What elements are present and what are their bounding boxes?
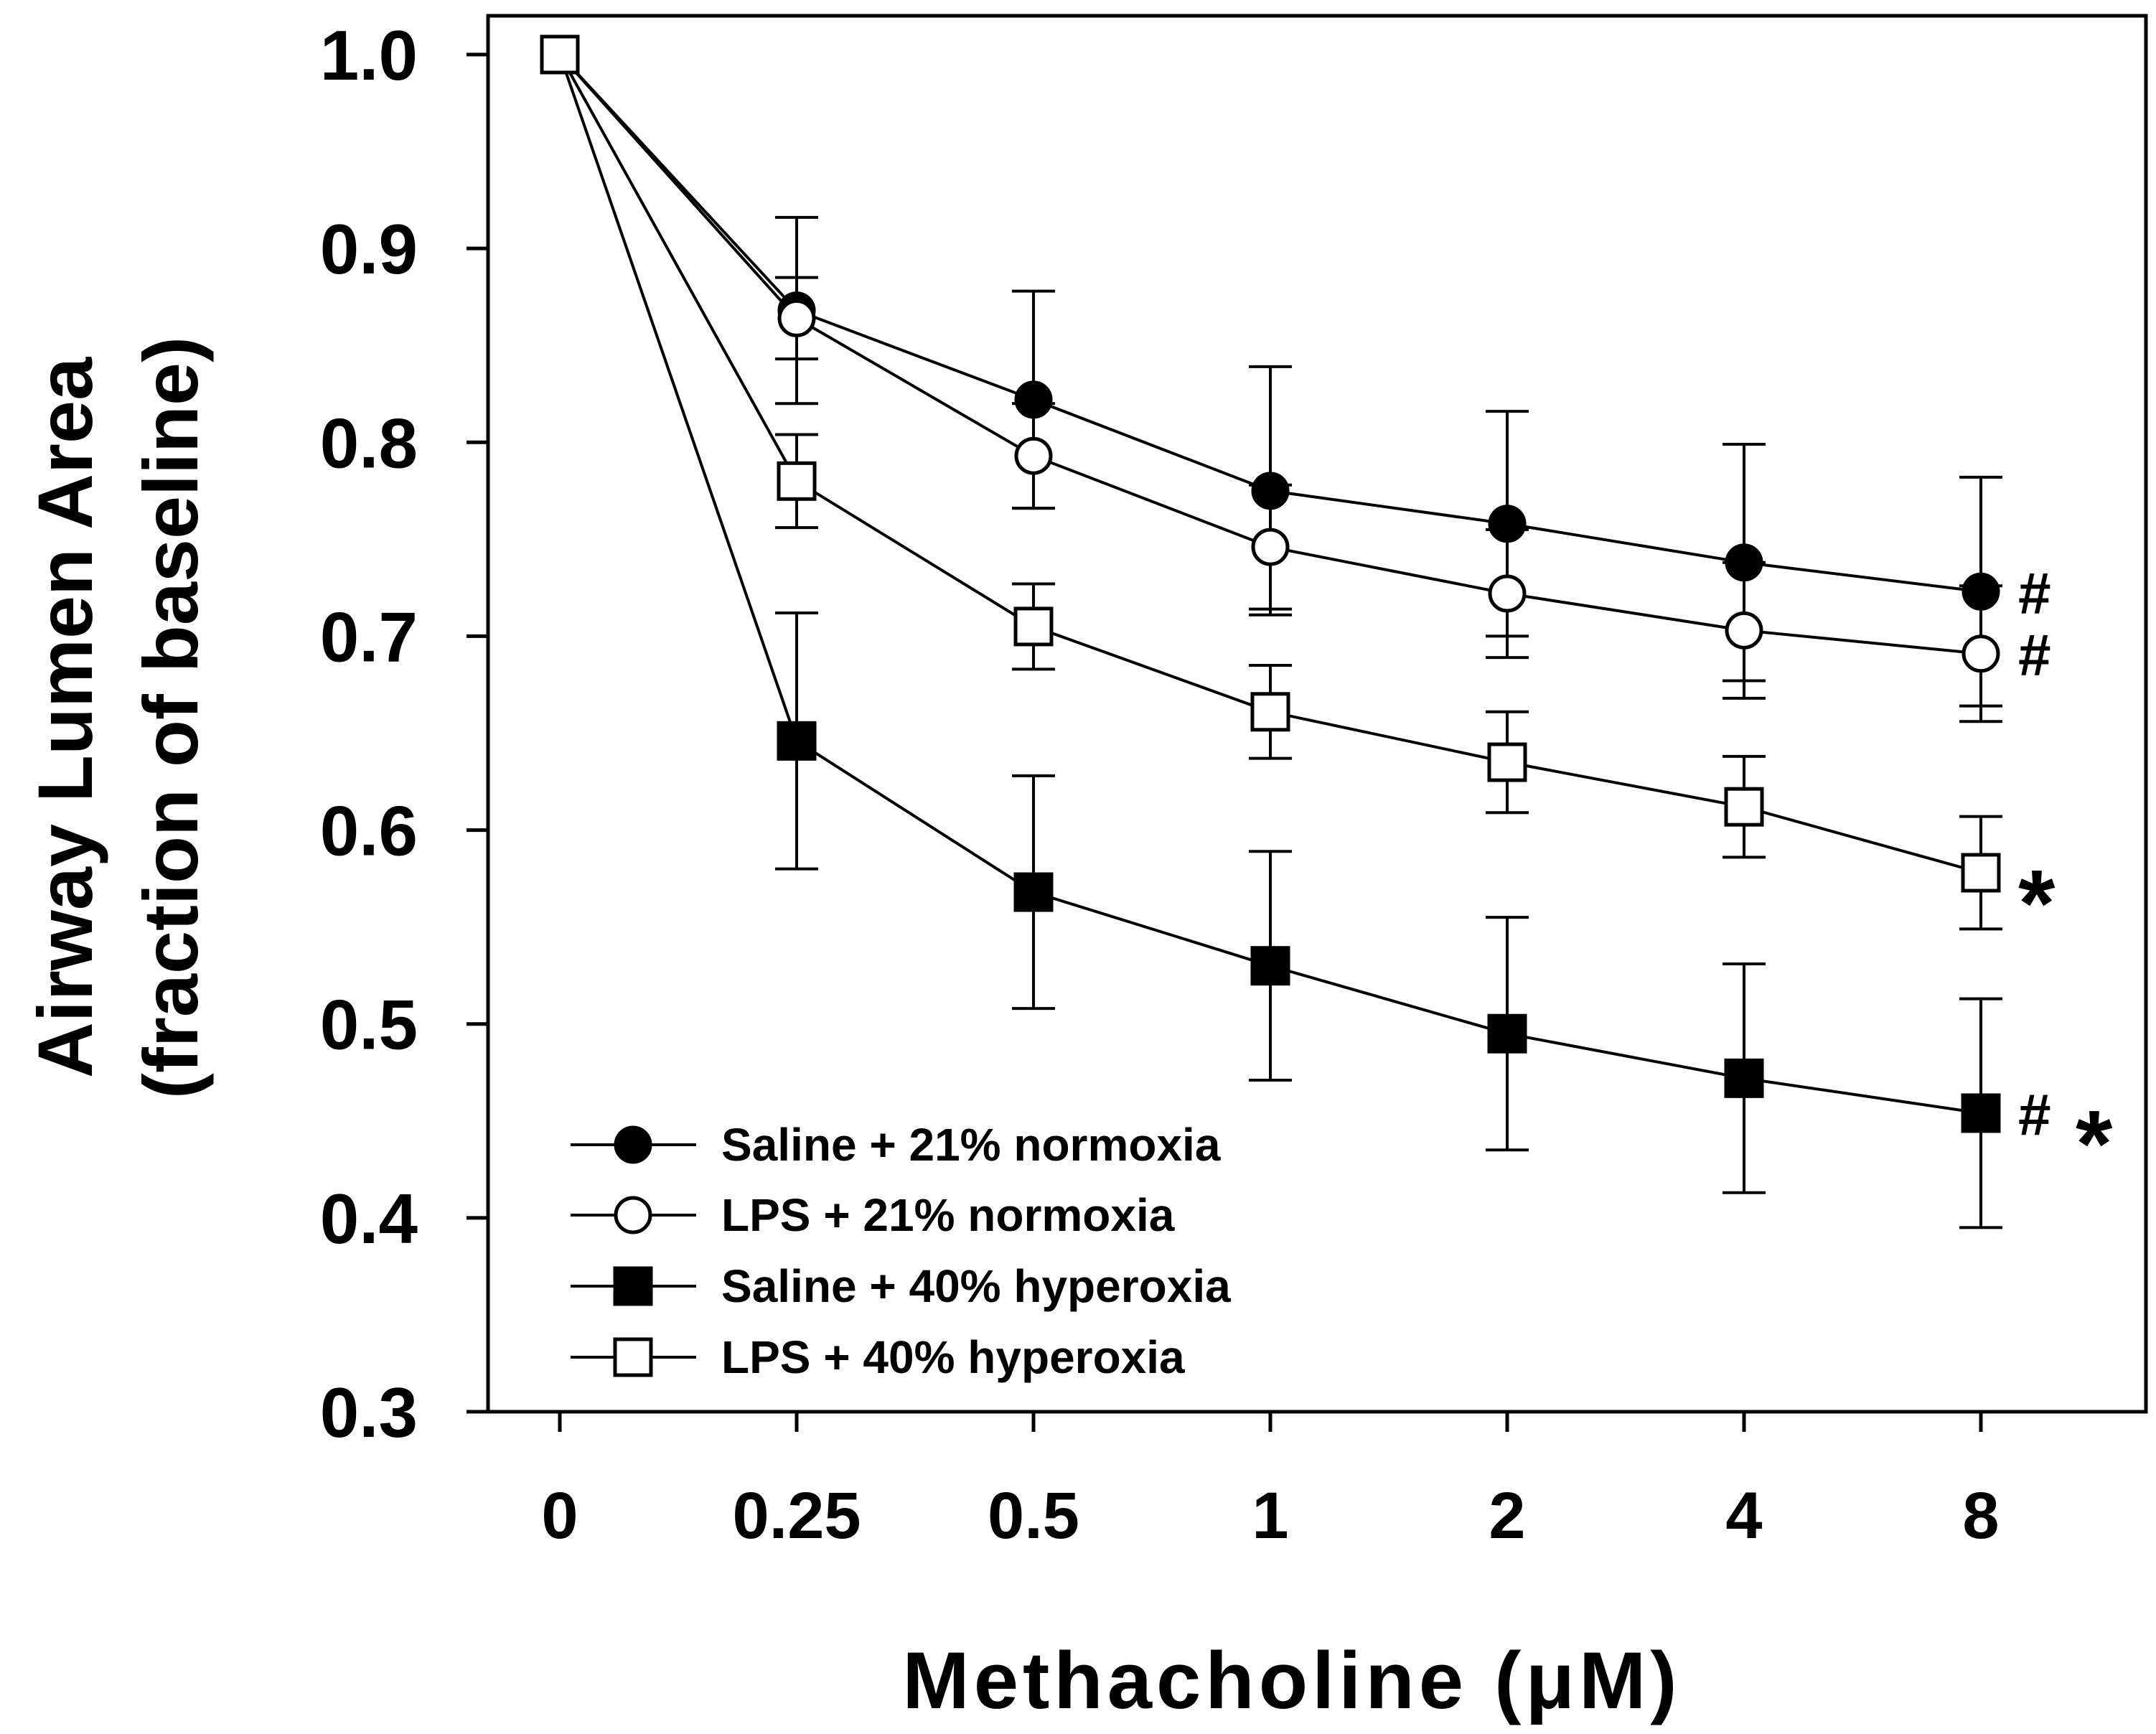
data-point	[777, 461, 817, 501]
legend-marker	[613, 1266, 653, 1306]
legend-item: LPS + 40% hyperoxia	[571, 1331, 1185, 1383]
data-point	[1250, 946, 1290, 986]
data-point	[1725, 611, 1763, 650]
data-point	[1250, 692, 1290, 732]
legend-label: LPS + 21% normoxia	[721, 1189, 1175, 1241]
y-axis-label-line2: (fraction of baseline)	[127, 337, 214, 1099]
legend: Saline + 21% normoxia LPS + 21% normoxia S…	[571, 1119, 1231, 1383]
data-point	[1488, 574, 1527, 613]
y-tick-label: 0.3	[320, 1373, 418, 1452]
y-tick-label: 0.6	[320, 792, 418, 871]
legend-label: LPS + 40% hyperoxia	[721, 1331, 1185, 1383]
y-tick-label: 0.9	[320, 210, 418, 289]
data-point	[1014, 436, 1053, 475]
significance-hash: #	[2018, 623, 2051, 688]
significance-star: *	[2076, 1091, 2113, 1196]
x-axis-label: Methacholine (μM)	[902, 1636, 1681, 1725]
x-tick-label: 0.25	[732, 1479, 861, 1552]
x-tick-label: 4	[1725, 1479, 1762, 1552]
series-4: *	[540, 34, 2056, 956]
series-1: #	[540, 35, 2051, 708]
y-axis: 0.3 0.4 0.5 0.6 0.7 0.8 0.9 1.0	[320, 16, 488, 1452]
legend-marker	[614, 1196, 652, 1234]
significance-hash: #	[2018, 561, 2051, 626]
legend-marker	[613, 1337, 653, 1377]
series-3: # *	[540, 34, 2113, 1229]
legend-item: Saline + 40% hyperoxia	[571, 1260, 1231, 1312]
data-point	[1961, 1093, 2001, 1133]
significance-star: *	[2018, 850, 2056, 956]
x-tick-label: 2	[1489, 1479, 1525, 1552]
series-2: #	[540, 35, 2051, 723]
data-point	[1013, 872, 1054, 912]
y-tick-label: 0.4	[320, 1179, 418, 1258]
data-point	[1724, 787, 1764, 827]
x-tick-label: 8	[1962, 1479, 1999, 1552]
data-point	[1962, 634, 2000, 673]
data-point	[1013, 606, 1054, 647]
y-tick-label: 1.0	[320, 16, 418, 95]
data-point	[1724, 1058, 1764, 1098]
x-tick-label: 1	[1252, 1479, 1288, 1552]
data-point	[777, 721, 817, 761]
legend-label: Saline + 21% normoxia	[721, 1119, 1221, 1171]
data-point	[1487, 742, 1527, 782]
legend-item: LPS + 21% normoxia	[571, 1189, 1175, 1241]
y-tick-label: 0.5	[320, 985, 418, 1064]
data-point	[540, 34, 580, 75]
y-axis-label-line1: Airway Lumen Area	[22, 357, 108, 1078]
legend-label: Saline + 40% hyperoxia	[721, 1260, 1231, 1312]
data-point	[777, 299, 816, 337]
y-tick-label: 0.8	[320, 403, 418, 482]
x-axis: 0 0.25 0.5 1 2 4 8	[541, 1412, 2000, 1552]
x-tick-label: 0.5	[988, 1479, 1079, 1552]
x-tick-label: 0	[541, 1479, 578, 1552]
y-tick-label: 0.7	[320, 597, 418, 676]
series-layer: ### **	[540, 34, 2113, 1229]
data-point	[1487, 1013, 1527, 1054]
data-point	[1961, 853, 2001, 893]
data-point	[1251, 528, 1290, 566]
legend-marker	[614, 1125, 652, 1164]
plot-frame	[486, 14, 2148, 1414]
legend-item: Saline + 21% normoxia	[571, 1119, 1221, 1171]
significance-hash: #	[2018, 1082, 2051, 1148]
